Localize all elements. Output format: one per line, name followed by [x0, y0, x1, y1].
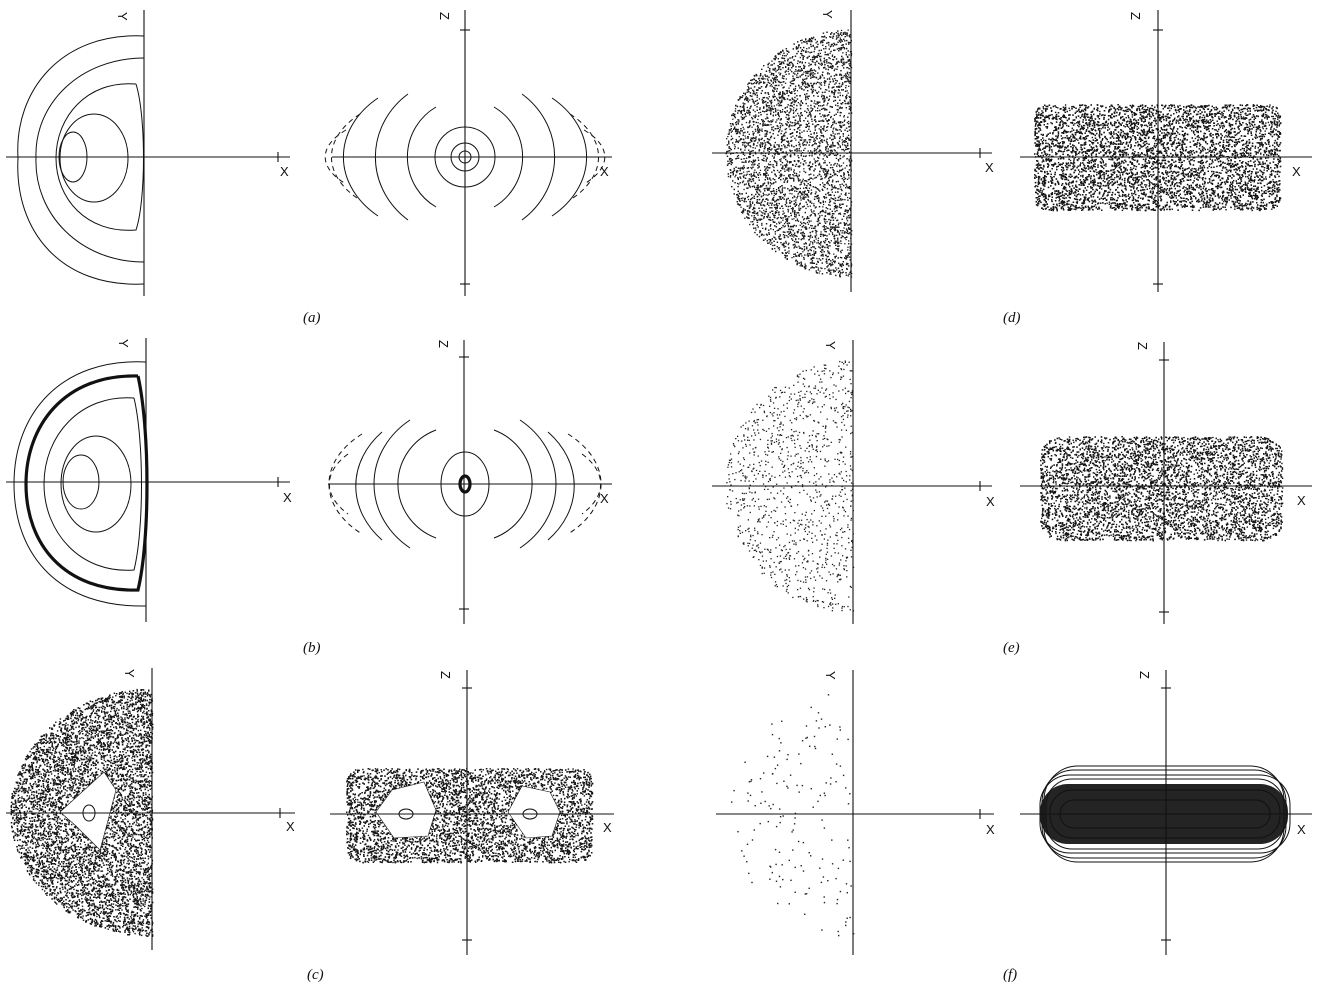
panel-c-caption: (c): [307, 967, 324, 983]
panel-e-xz-section: X Z: [1020, 342, 1312, 624]
panel-c-xz-section: X Z: [330, 670, 614, 955]
y-axis-label: Y: [122, 669, 137, 678]
panel-a: X Y X Z: [6, 10, 612, 326]
panel-c-xy-section: X Y: [6, 668, 295, 950]
panel-d: X Y X Z (d): [712, 10, 1312, 326]
panel-c: X Y X Z (c): [6, 668, 614, 983]
invariant-curve: [14, 362, 146, 606]
invariant-curve: [18, 36, 144, 284]
z-axis-label: Z: [1135, 342, 1150, 350]
panel-f-xy-section: X Y: [716, 670, 995, 955]
x-axis-label: X: [600, 164, 609, 179]
z-axis-label: Z: [436, 340, 451, 348]
z-axis-label: Z: [1137, 671, 1152, 679]
panel-e-xy-section: X Y: [712, 340, 995, 624]
panel-d-xz-section: X Z: [1020, 10, 1312, 292]
panel-f-xz-section: X Z: [1020, 670, 1312, 955]
y-axis-label: Y: [820, 10, 835, 19]
z-axis-label: Z: [438, 671, 453, 679]
panel-b: X Y X Z: [6, 338, 612, 656]
panel-f: X Y X Z (f): [716, 670, 1312, 983]
panel-a-xz-section: X Z: [325, 10, 612, 296]
panel-e: X Y X Z (e): [712, 340, 1312, 656]
x-axis-label: X: [1297, 493, 1306, 508]
chaotic-scatter: [1040, 436, 1283, 541]
y-axis-label: Y: [823, 671, 838, 680]
x-axis-label: X: [280, 164, 289, 179]
panel-d-xy-section: X Y: [712, 10, 994, 292]
x-axis-label: X: [986, 494, 995, 509]
x-axis-label: X: [985, 160, 994, 175]
x-axis-label: X: [286, 819, 295, 834]
panel-a-xy-section: X Y: [6, 10, 290, 296]
panel-b-xz-section: X Z: [328, 340, 612, 624]
panel-d-caption: (d): [1003, 310, 1021, 326]
invariant-curve: [60, 114, 128, 202]
x-axis-label: X: [986, 822, 995, 837]
chaotic-scatter: [731, 694, 854, 936]
y-axis-label: Y: [116, 339, 131, 348]
x-axis-label: X: [1297, 822, 1306, 837]
z-axis-label: Z: [1128, 12, 1143, 20]
panel-b-caption: (b): [303, 640, 321, 656]
x-axis-label: X: [600, 491, 609, 506]
invariant-curve: [61, 436, 131, 532]
x-axis-label: X: [603, 820, 612, 835]
invariant-curve: [44, 398, 142, 571]
y-axis-label: Y: [115, 12, 130, 21]
x-axis-label: X: [1292, 164, 1301, 179]
x-axis-label: X: [283, 490, 292, 505]
panel-a-caption: (a): [303, 310, 321, 326]
panel-e-caption: (e): [1003, 640, 1020, 656]
panel-b-xy-section: X Y: [6, 338, 292, 622]
y-axis-label: Y: [823, 341, 838, 350]
panel-f-caption: (f): [1003, 967, 1017, 983]
z-axis-label: Z: [437, 12, 452, 20]
